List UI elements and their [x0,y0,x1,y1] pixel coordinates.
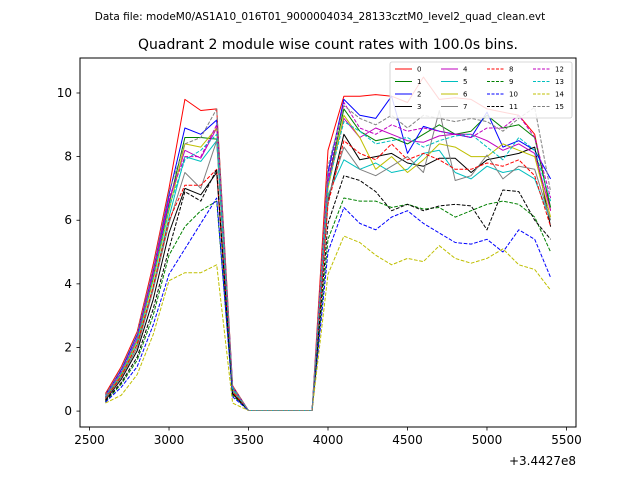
legend-label-8: 8 [509,66,513,74]
legend-box [389,61,573,119]
legend-label-13: 13 [555,78,564,86]
legend-label-15: 15 [555,103,564,111]
axes: 2500 3000 3500 4000 4500 5000 5500 0 2 4 6 8 10 [57,86,582,447]
plot-area [104,76,552,411]
x-offset-label: +3.4427e8 [509,454,576,468]
series-line-7 [104,110,552,411]
y-tick-label: 6 [64,213,72,227]
series-line-2 [104,95,552,411]
legend-label-2: 2 [417,91,421,99]
y-tick-label: 8 [64,150,72,164]
legend-label-14: 14 [555,91,564,99]
series-line-12 [104,102,552,411]
x-tick-label: 4500 [392,433,423,447]
series-line-10 [105,197,552,411]
x-tick-label: 4000 [313,433,344,447]
x-tick-label: 3500 [233,433,264,447]
series-line-15 [104,105,552,411]
x-tick-label: 5500 [551,433,582,447]
x-tick-label: 3000 [154,433,185,447]
legend-label-5: 5 [463,78,467,86]
legend-label-0: 0 [417,66,421,74]
series-line-13 [104,121,552,411]
x-tick-label: 5000 [472,433,503,447]
series-line-14 [105,235,551,411]
legend-label-7: 7 [463,103,467,111]
legend-label-12: 12 [555,66,564,74]
legend-label-3: 3 [417,103,421,111]
legend-label-1: 1 [417,78,421,86]
legend-label-4: 4 [463,66,468,74]
x-tick-label: 2500 [74,433,105,447]
y-tick-label: 0 [64,404,72,418]
series-line-11 [105,168,551,411]
data-file-label: Data file: modeM0/AS1A10_016T01_90000040… [95,11,546,23]
y-tick-label: 2 [64,340,72,354]
y-tick-label: 4 [64,277,72,291]
legend-label-10: 10 [509,91,518,99]
series-line-8 [104,140,552,411]
series-line-9 [105,197,552,411]
y-tick-label: 10 [57,86,72,100]
legend-label-6: 6 [463,91,468,99]
legend-label-11: 11 [509,103,518,111]
chart-title: Quadrant 2 module wise count rates with … [138,37,518,53]
legend-label-9: 9 [509,78,513,86]
